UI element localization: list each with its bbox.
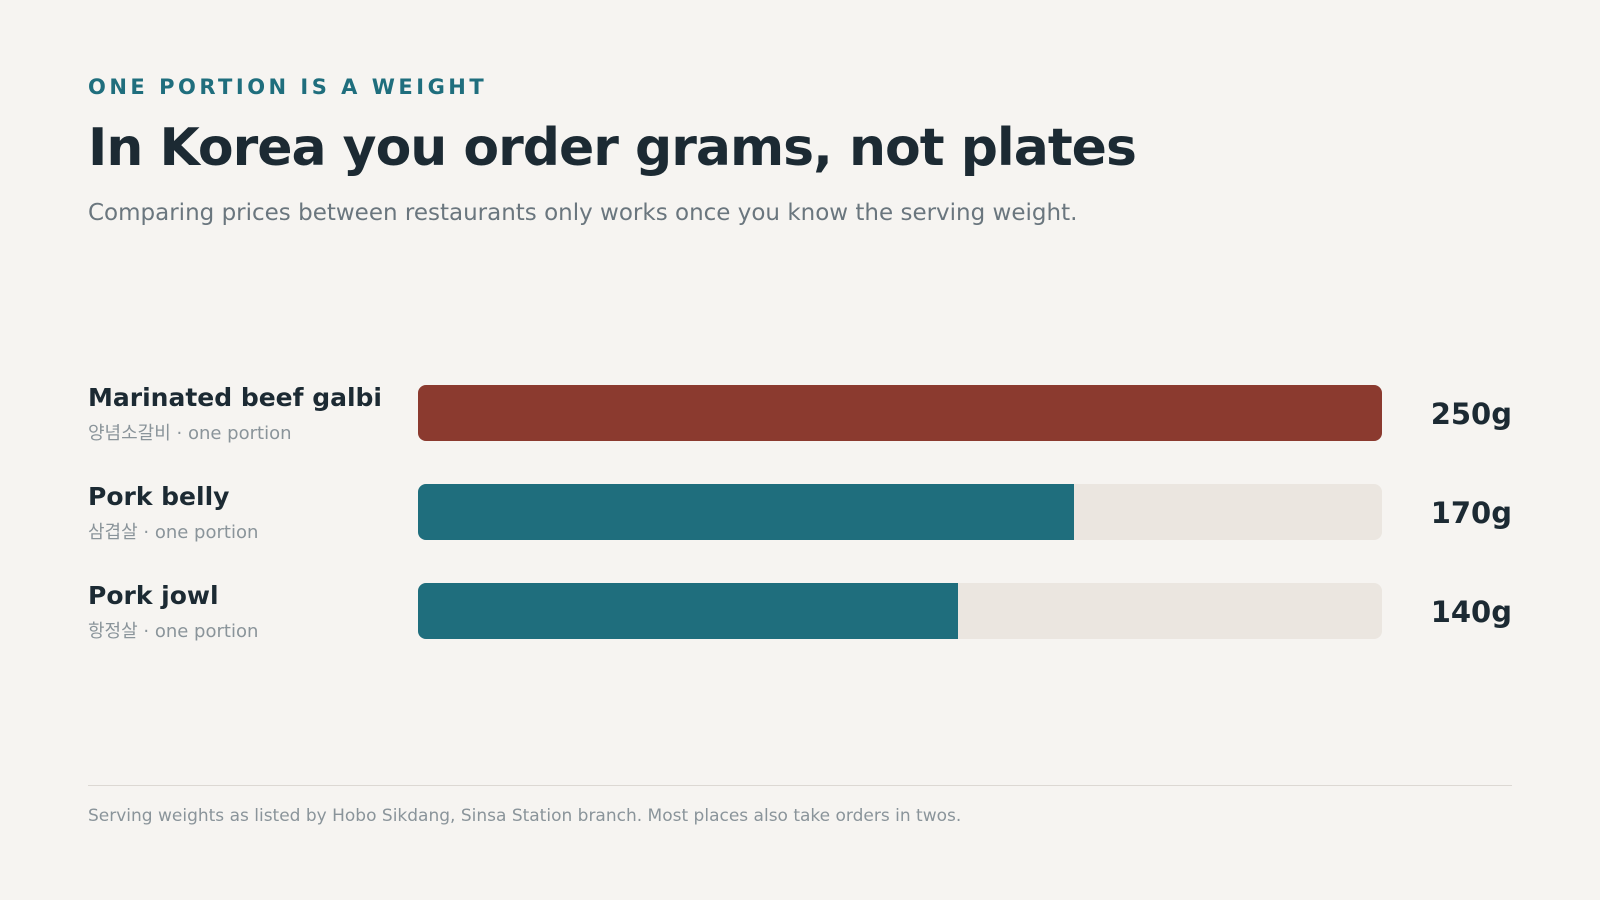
bar <box>418 484 1074 540</box>
bar <box>418 583 958 639</box>
footer-divider <box>88 785 1512 786</box>
bar-label: Pork belly <box>88 482 230 511</box>
bar-row: Pork jowl 항정살 · one portion 140g <box>0 581 1600 642</box>
chart-title: In Korea you order grams, not plates <box>88 118 1137 178</box>
bar-row: Pork belly 삼겹살 · one portion 170g <box>0 482 1600 543</box>
bar <box>418 385 1382 441</box>
bar-track <box>418 484 1382 540</box>
bar-value-label: 140g <box>1430 595 1512 629</box>
bar-sublabel: 양념소갈비 · one portion <box>88 423 292 444</box>
bar-track <box>418 385 1382 441</box>
bar-value-label: 250g <box>1430 397 1512 431</box>
chart-subtitle: Comparing prices between restaurants onl… <box>88 200 1078 226</box>
source-note: Serving weights as listed by Hobo Sikdan… <box>88 806 962 826</box>
bar-row: Marinated beef galbi 양념소갈비 · one portion 2… <box>0 383 1600 444</box>
bar-value-label: 170g <box>1430 496 1512 530</box>
chart-kicker: ONE PORTION IS A WEIGHT <box>88 75 488 99</box>
bar-sublabel: 삼겹살 · one portion <box>88 522 259 543</box>
bar-track <box>418 583 1382 639</box>
bar-sublabel: 항정살 · one portion <box>88 621 259 642</box>
bar-label: Pork jowl <box>88 581 219 610</box>
bar-label: Marinated beef galbi <box>88 383 383 412</box>
